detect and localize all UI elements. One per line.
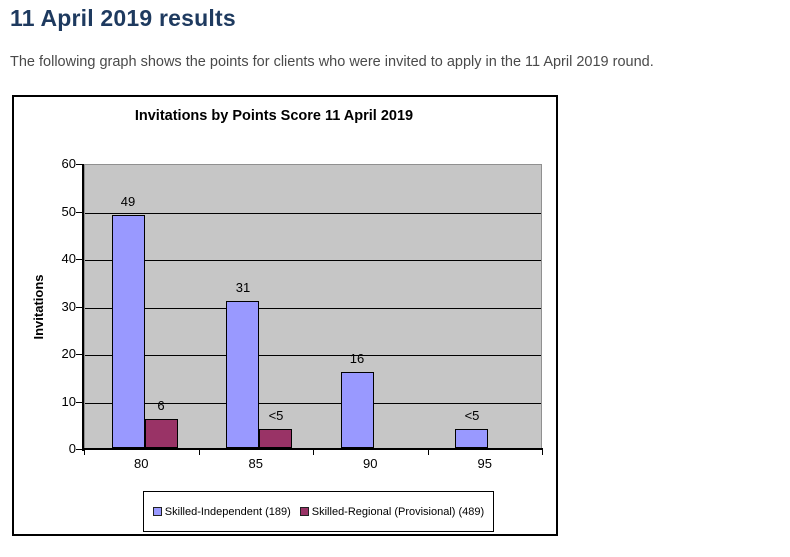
bar-value-label: <5 xyxy=(464,408,480,423)
legend-label: Skilled-Independent (189) xyxy=(164,505,291,518)
y-tick-10 xyxy=(76,402,83,403)
chart: Invitations by Points Score 11 April 201… xyxy=(12,95,558,536)
x-tick-2 xyxy=(313,450,314,455)
legend-entry-2: Skilled-Regional (Provisional) (489) xyxy=(299,505,485,518)
y-tick-label-10: 10 xyxy=(61,394,76,409)
legend-entry-1: Skilled-Independent (189) xyxy=(152,505,291,518)
x-tick-4 xyxy=(542,450,543,455)
bar-Skilled-Independent (189)-90 xyxy=(341,372,374,448)
y-tick-60 xyxy=(76,164,83,165)
y-tick-label-20: 20 xyxy=(61,346,76,361)
x-tick-3 xyxy=(428,450,429,455)
y-tick-label-0: 0 xyxy=(68,441,76,456)
y-tick-label-30: 30 xyxy=(61,299,76,314)
page-title: 11 April 2019 results xyxy=(10,5,236,31)
x-tick-0 xyxy=(84,450,85,455)
x-category-label-90: 90 xyxy=(363,456,378,471)
gridline-50 xyxy=(85,213,541,214)
y-tick-20 xyxy=(76,354,83,355)
legend-swatch-icon xyxy=(299,507,309,516)
x-category-label-95: 95 xyxy=(477,456,492,471)
legend-label: Skilled-Regional (Provisional) (489) xyxy=(311,505,485,518)
x-category-label-85: 85 xyxy=(248,456,263,471)
bar-value-label: 16 xyxy=(349,351,365,366)
x-axis-line xyxy=(82,448,543,450)
legend-swatch-icon xyxy=(152,507,162,516)
y-tick-30 xyxy=(76,307,83,308)
bar-value-label: 31 xyxy=(235,280,251,295)
gridline-10 xyxy=(85,403,541,404)
y-axis-line xyxy=(82,164,84,451)
chart-inner: Invitations by Points Score 11 April 201… xyxy=(14,97,556,534)
gridline-40 xyxy=(85,260,541,261)
bar-Skilled-Independent (189)-85 xyxy=(226,301,259,448)
page-description: The following graph shows the points for… xyxy=(10,54,654,70)
bar-Skilled-Independent (189)-80 xyxy=(112,215,145,448)
y-tick-40 xyxy=(76,259,83,260)
bar-Skilled-Regional (Provisional) (489)-80 xyxy=(145,419,178,448)
bar-Skilled-Independent (189)-95 xyxy=(455,429,488,448)
legend: Skilled-Independent (189) Skilled-Regiona… xyxy=(143,491,494,532)
bar-value-label: <5 xyxy=(268,408,284,423)
chart-title: Invitations by Points Score 11 April 201… xyxy=(134,108,414,124)
x-category-label-80: 80 xyxy=(134,456,149,471)
y-tick-50 xyxy=(76,212,83,213)
y-tick-label-50: 50 xyxy=(61,204,76,219)
bar-value-label: 6 xyxy=(157,398,165,413)
y-tick-label-60: 60 xyxy=(61,156,76,171)
y-tick-0 xyxy=(76,449,83,450)
bar-value-label: 49 xyxy=(120,194,136,209)
x-tick-1 xyxy=(199,450,200,455)
y-tick-label-40: 40 xyxy=(61,251,76,266)
plot-area: 49 31 16 <5 6 <5 xyxy=(84,164,542,449)
gridline-20 xyxy=(85,355,541,356)
gridline-30 xyxy=(85,308,541,309)
bar-Skilled-Regional (Provisional) (489)-85 xyxy=(259,429,292,448)
